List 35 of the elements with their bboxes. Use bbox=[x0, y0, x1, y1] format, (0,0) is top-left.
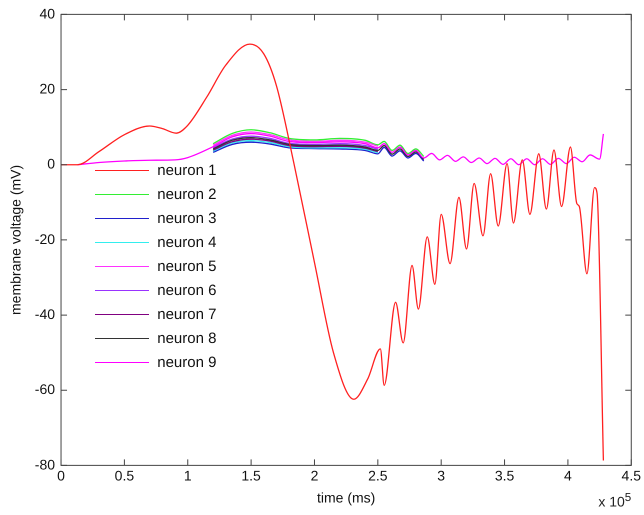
y-tick-label: -60 bbox=[34, 381, 56, 398]
x-tick-label: 0.5 bbox=[114, 468, 134, 484]
x-tick-label: 3.5 bbox=[494, 468, 514, 484]
legend-label: neuron 4 bbox=[157, 232, 216, 253]
line-series bbox=[212, 136, 378, 150]
x-tick-label: 0 bbox=[57, 468, 66, 484]
legend-label: neuron 8 bbox=[157, 328, 216, 349]
legend-label: neuron 2 bbox=[157, 184, 216, 205]
x-axis-title: time (ms) bbox=[316, 489, 376, 506]
y-tick-label: 40 bbox=[39, 5, 56, 22]
x-tick-label: 2 bbox=[310, 468, 319, 484]
y-tick-label: 20 bbox=[39, 80, 56, 96]
y-tick-label: -80 bbox=[34, 456, 56, 472]
x-tick-label: 1.5 bbox=[241, 468, 262, 484]
legend-label: neuron 3 bbox=[157, 208, 216, 229]
line-series bbox=[61, 43, 604, 462]
legend-label: neuron 9 bbox=[157, 352, 216, 373]
legend-label: neuron 6 bbox=[157, 280, 216, 301]
y-tick-label: 0 bbox=[47, 156, 56, 172]
legend-label: neuron 1 bbox=[157, 160, 216, 181]
line-series bbox=[212, 142, 424, 162]
line-series bbox=[212, 137, 424, 160]
x-tick-label: 3 bbox=[437, 468, 446, 484]
line-series bbox=[212, 131, 378, 147]
x-tick-label: 1 bbox=[184, 468, 192, 484]
y-tick-label: -20 bbox=[34, 230, 56, 247]
line-series bbox=[212, 129, 424, 158]
x-tick-label: 4 bbox=[564, 468, 572, 484]
y-axis-title: membrane voltage (mV) bbox=[7, 164, 24, 315]
x-tick-label: 2.5 bbox=[368, 468, 388, 484]
x-tick-label: 4.5 bbox=[622, 468, 642, 484]
text: x 10$^{5}$ bbox=[598, 491, 632, 510]
legend-label: neuron 7 bbox=[157, 304, 216, 325]
y-tick-label: -40 bbox=[34, 306, 56, 322]
legend-label: neuron 5 bbox=[157, 256, 216, 277]
